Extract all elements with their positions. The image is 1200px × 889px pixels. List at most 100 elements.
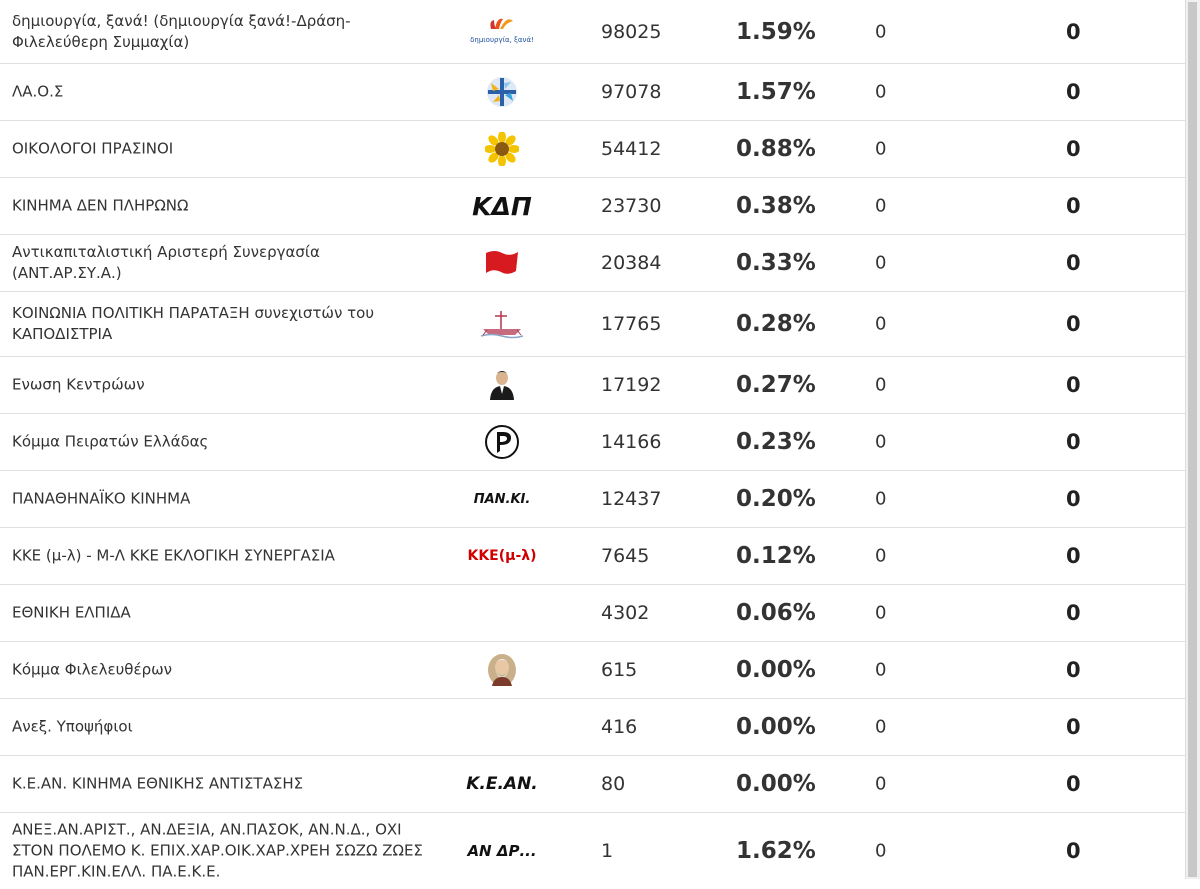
table-row: ΚΙΝΗΜΑ ΔΕΝ ΠΛΗΡΩΝΩ ΚΔΠ 23730 0.38% 0 0	[0, 178, 1186, 235]
party-name: δημιουργία, ξανά! (δημιουργία ξανά!-Δράσ…	[12, 11, 351, 51]
percent-value: 0.20%	[736, 486, 816, 512]
table-row: Κόμμα Πειρατών Ελλάδας 14166 0.23% 0 0	[0, 414, 1186, 471]
votes-value: 1	[601, 840, 614, 862]
party-name: Ανεξ. Υποψήφιοι	[12, 717, 133, 736]
an-dr-text-logo: ΑΝ ΔΡ...	[467, 842, 537, 860]
portrait-logo	[452, 365, 552, 405]
kdp-text-logo: ΚΔΠ	[472, 191, 532, 221]
kke-ml-text-logo: ΚΚΕ(μ-λ)	[467, 548, 537, 564]
votes-value: 80	[601, 773, 626, 795]
total-seats-value: 0	[1066, 137, 1081, 161]
kean-text-logo: Κ.Ε.ΑΝ.	[466, 774, 538, 794]
percent-value: 0.33%	[736, 250, 816, 276]
party-name: ΑΝΕΞ.ΑΝ.ΑΡΙΣΤ., ΑΝ.ΔΕΞΙΑ, ΑΝ.ΠΑΣΟΚ, ΑΝ.Ν…	[12, 820, 423, 881]
seats-value: 0	[875, 252, 887, 274]
seats-value: 0	[875, 374, 887, 396]
votes-value: 7645	[601, 545, 650, 567]
total-seats-value: 0	[1066, 601, 1081, 625]
percent-value: 0.06%	[736, 600, 816, 626]
party-name: Αντικαπιταλιστική Αριστερή Συνεργασία (Α…	[12, 243, 320, 282]
empty-logo	[452, 593, 552, 633]
panki-text-logo: ΠΑΝ.ΚΙ.	[473, 491, 531, 507]
total-seats-value: 0	[1066, 194, 1081, 218]
party-name: ΠΑΝΑΘΗΝΑΪΚΟ ΚΙΝΗΜΑ	[12, 489, 191, 508]
total-seats-value: 0	[1066, 80, 1081, 104]
votes-value: 97078	[601, 81, 662, 103]
seats-value: 0	[875, 431, 887, 453]
party-name: ΕΘΝΙΚΗ ΕΛΠΙΔΑ	[12, 603, 131, 622]
table-row: Αντικαπιταλιστική Αριστερή Συνεργασία (Α…	[0, 235, 1186, 292]
percent-value: 1.62%	[736, 838, 816, 864]
percent-value: 1.59%	[736, 18, 816, 45]
table-row: δημιουργία, ξανά! (δημιουργία ξανά!-Δράσ…	[0, 0, 1186, 64]
seats-value: 0	[875, 840, 887, 862]
votes-value: 17765	[601, 313, 662, 335]
ship-logo	[452, 304, 552, 344]
party-name: Κ.Ε.ΑΝ. ΚΙΝΗΜΑ ΕΘΝΙΚΗΣ ΑΝΤΙΣΤΑΣΗΣ	[12, 774, 304, 793]
percent-value: 0.00%	[736, 657, 816, 683]
votes-value: 4302	[601, 602, 650, 624]
total-seats-value: 0	[1066, 312, 1081, 336]
votes-value: 416	[601, 716, 638, 738]
party-name: ΚΙΝΗΜΑ ΔΕΝ ΠΛΗΡΩΝΩ	[12, 196, 189, 215]
table-row: ΟΙΚΟΛΟΓΟΙ ΠΡΑΣΙΝΟΙ 54412 0.88% 0 0	[0, 121, 1186, 178]
seats-value: 0	[875, 21, 887, 42]
scrollbar-thumb[interactable]	[1188, 2, 1197, 877]
total-seats-value: 0	[1066, 715, 1081, 739]
total-seats-value: 0	[1066, 430, 1081, 454]
party-name: Κόμμα Φιλελευθέρων	[12, 660, 173, 679]
total-seats-value: 0	[1066, 373, 1081, 397]
total-seats-value: 0	[1066, 19, 1081, 44]
total-seats-value: 0	[1066, 772, 1081, 796]
seats-value: 0	[875, 313, 887, 335]
empty-logo	[452, 707, 552, 747]
table-row: ΑΝΕΞ.ΑΝ.ΑΡΙΣΤ., ΑΝ.ΔΕΞΙΑ, ΑΝ.ΠΑΣΟΚ, ΑΝ.Ν…	[0, 813, 1186, 889]
percent-value: 0.00%	[736, 714, 816, 740]
table-row: ΚΟΙΝΩΝΙΑ ΠΟΛΙΤΙΚΗ ΠΑΡΑΤΑΞΗ συνεχιστών το…	[0, 292, 1186, 357]
party-name: ΚΟΙΝΩΝΙΑ ΠΟΛΙΤΙΚΗ ΠΑΡΑΤΑΞΗ συνεχιστών το…	[12, 304, 375, 343]
votes-value: 98025	[601, 20, 662, 43]
seats-value: 0	[875, 773, 887, 795]
seats-value: 0	[875, 138, 887, 160]
total-seats-value: 0	[1066, 658, 1081, 682]
total-seats-value: 0	[1066, 487, 1081, 511]
votes-value: 17192	[601, 374, 662, 396]
table-row: ΚΚΕ (μ-λ) - Μ-Λ ΚΚΕ ΕΚΛΟΓΙΚΗ ΣΥΝΕΡΓΑΣΙΑ …	[0, 528, 1186, 585]
sunflower-logo	[452, 129, 552, 169]
table-row: Κ.Ε.ΑΝ. ΚΙΝΗΜΑ ΕΘΝΙΚΗΣ ΑΝΤΙΣΤΑΣΗΣ Κ.Ε.ΑΝ…	[0, 756, 1186, 813]
party-name: Ενωση Κεντρώων	[12, 375, 145, 394]
total-seats-value: 0	[1066, 251, 1081, 275]
party-name: ΟΙΚΟΛΟΓΟΙ ΠΡΑΣΙΝΟΙ	[12, 139, 174, 158]
seats-value: 0	[875, 195, 887, 217]
table-row: ΕΘΝΙΚΗ ΕΛΠΙΔΑ 4302 0.06% 0 0	[0, 585, 1186, 642]
pirate-logo	[452, 422, 552, 462]
percent-value: 0.12%	[736, 543, 816, 569]
seats-value: 0	[875, 602, 887, 624]
percent-value: 0.38%	[736, 193, 816, 219]
seats-value: 0	[875, 81, 887, 103]
svg-text:δημιουργία, ξανά!: δημιουργία, ξανά!	[470, 36, 534, 44]
vertical-scrollbar[interactable]	[1185, 0, 1200, 879]
percent-value: 0.28%	[736, 311, 816, 337]
dimiourgia-xana-logo: δημιουργία, ξανά!	[452, 12, 552, 52]
table-row: Κόμμα Φιλελευθέρων 615 0.00% 0 0	[0, 642, 1186, 699]
votes-value: 615	[601, 659, 638, 681]
percent-value: 0.23%	[736, 429, 816, 455]
seats-value: 0	[875, 488, 887, 510]
total-seats-value: 0	[1066, 839, 1081, 863]
table-row: Ενωση Κεντρώων 17192 0.27% 0 0	[0, 357, 1186, 414]
party-name: ΛΑ.Ο.Σ	[12, 82, 64, 101]
votes-value: 20384	[601, 252, 662, 274]
portrait-logo-2	[452, 650, 552, 690]
total-seats-value: 0	[1066, 544, 1081, 568]
votes-value: 14166	[601, 431, 662, 453]
percent-value: 1.57%	[736, 79, 816, 105]
seats-value: 0	[875, 659, 887, 681]
seats-value: 0	[875, 545, 887, 567]
party-name: Κόμμα Πειρατών Ελλάδας	[12, 432, 209, 451]
votes-value: 54412	[601, 138, 662, 160]
party-name: ΚΚΕ (μ-λ) - Μ-Λ ΚΚΕ ΕΚΛΟΓΙΚΗ ΣΥΝΕΡΓΑΣΙΑ	[12, 546, 335, 565]
red-flag-logo	[452, 243, 552, 283]
table-row: Ανεξ. Υποψήφιοι 416 0.00% 0 0	[0, 699, 1186, 756]
votes-value: 12437	[601, 488, 662, 510]
